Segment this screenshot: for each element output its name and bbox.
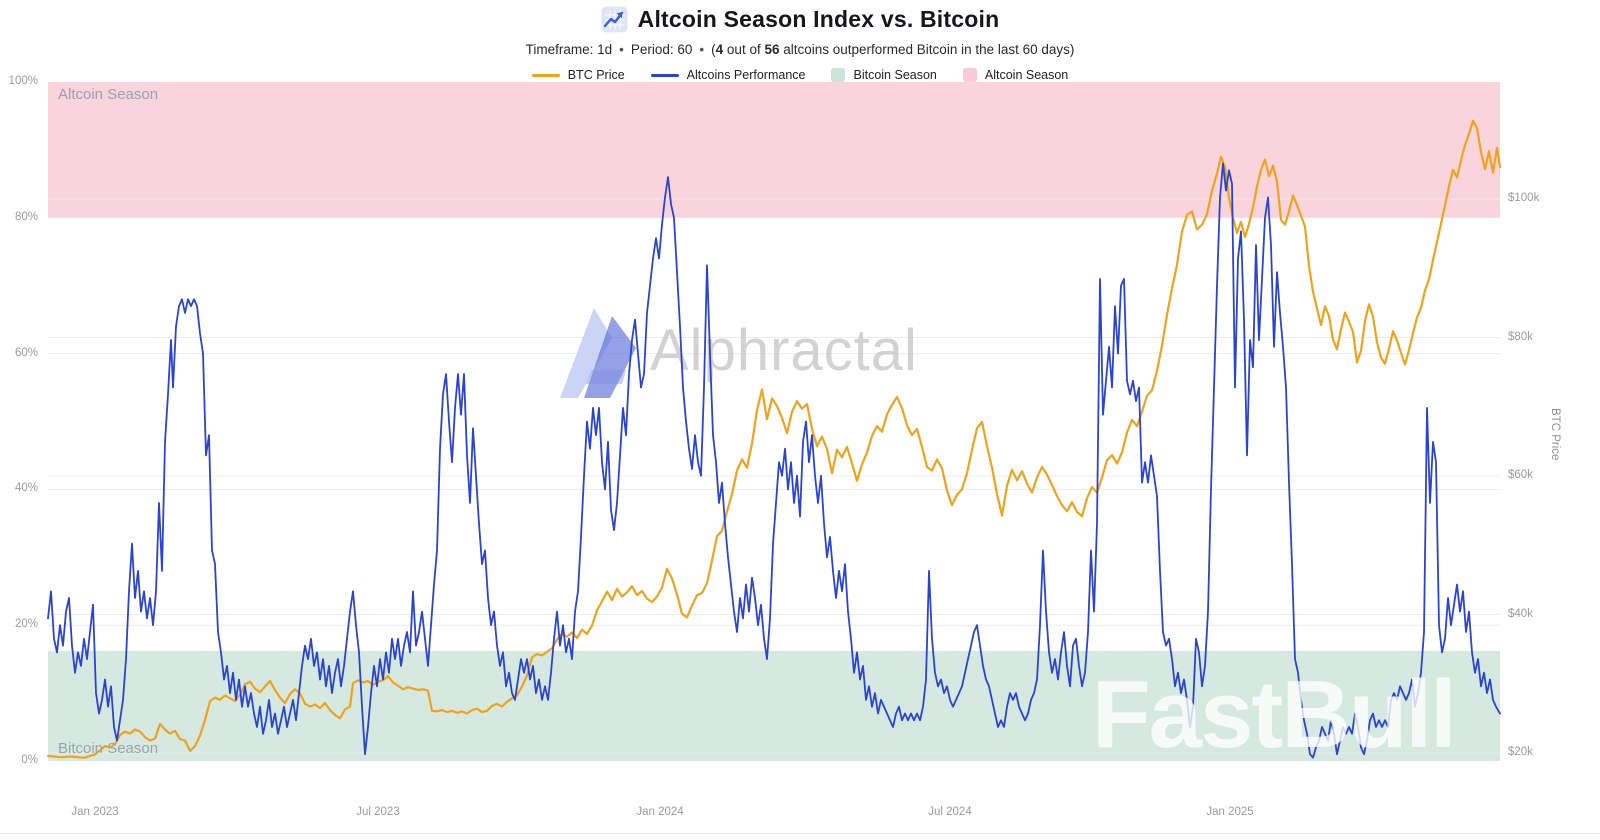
btc-price-line-swatch [531, 73, 560, 77]
y-right-tick-20k: $20k [1508, 746, 1533, 758]
alphractal-watermark: Alphractal [552, 300, 918, 400]
chart-subtitle: Timeframe: 1d • Period: 60 • (4 out of 56 al… [525, 42, 1075, 57]
subtitle-period: Period: 60 [630, 42, 693, 57]
x-tick-jul-2023: Jul 2023 [356, 806, 400, 818]
legend-item-altcoin-season[interactable]: Altcoin Season [962, 68, 1069, 82]
legend-label: BTC Price [567, 68, 625, 82]
y-right-tick-80k: $80k [1508, 331, 1533, 343]
alphractal-watermark-text: Alphractal [650, 317, 918, 383]
y-right-tick-100k: $100k [1508, 192, 1540, 204]
y-left-tick-60: 60% [14, 347, 38, 359]
chart-increasing-icon [601, 6, 628, 33]
paren-open: ( [711, 42, 716, 57]
page-title: Altcoin Season Index vs. Bitcoin [637, 6, 1000, 32]
legend-label: Altcoin Season [984, 68, 1069, 82]
title-row: Altcoin Season Index vs. Bitcoin [0, 6, 1600, 33]
fastbull-watermark-text: FastBull [1092, 661, 1457, 768]
dot-separator: • [619, 42, 624, 57]
legend-label: Bitcoin Season [853, 68, 937, 82]
x-tick-jan-2025: Jan 2025 [1206, 806, 1254, 818]
subtitle-timeframe: Timeframe: 1d [525, 42, 613, 57]
altcoins-performance-line-swatch [650, 73, 679, 77]
x-tick-jan-2023: Jan 2023 [71, 806, 119, 818]
bitcoin-season-box-swatch [831, 68, 846, 82]
x-tick-jul-2024: Jul 2024 [928, 806, 972, 818]
y-left-tick-20: 20% [14, 618, 38, 630]
right-axis-title: BTC Price [1549, 408, 1561, 461]
y-left-tick-100: 100% [8, 75, 38, 87]
dot-separator: • [699, 42, 705, 57]
legend-item-btc-price[interactable]: BTC Price [531, 68, 625, 82]
subtitle-count-outperformed: 4 [715, 42, 724, 57]
alphractal-logo-icon [560, 308, 636, 398]
bottom-divider [0, 833, 1600, 834]
altcoin-season-band-label: Altcoin Season [58, 86, 159, 103]
y-right-tick-40k: $40k [1508, 608, 1533, 620]
y-left-tick-80: 80% [14, 211, 38, 223]
altcoin-season-box-swatch [962, 68, 977, 82]
legend-label: Altcoins Performance [686, 68, 806, 82]
bitcoin-season-band-label: Bitcoin Season [58, 740, 159, 757]
y-left-tick-40: 40% [14, 482, 38, 494]
y-right-tick-60k: $60k [1508, 469, 1533, 481]
legend-item-bitcoin-season[interactable]: Bitcoin Season [831, 68, 937, 82]
y-left-tick-0: 0% [21, 754, 38, 766]
legend-item-altcoins-performance[interactable]: Altcoins Performance [650, 68, 806, 82]
x-tick-jan-2024: Jan 2024 [636, 806, 684, 818]
chart-legend: BTC Price Altcoins Performance Bitcoin S… [0, 68, 1600, 82]
subtitle-count-total: 56 [764, 42, 780, 57]
